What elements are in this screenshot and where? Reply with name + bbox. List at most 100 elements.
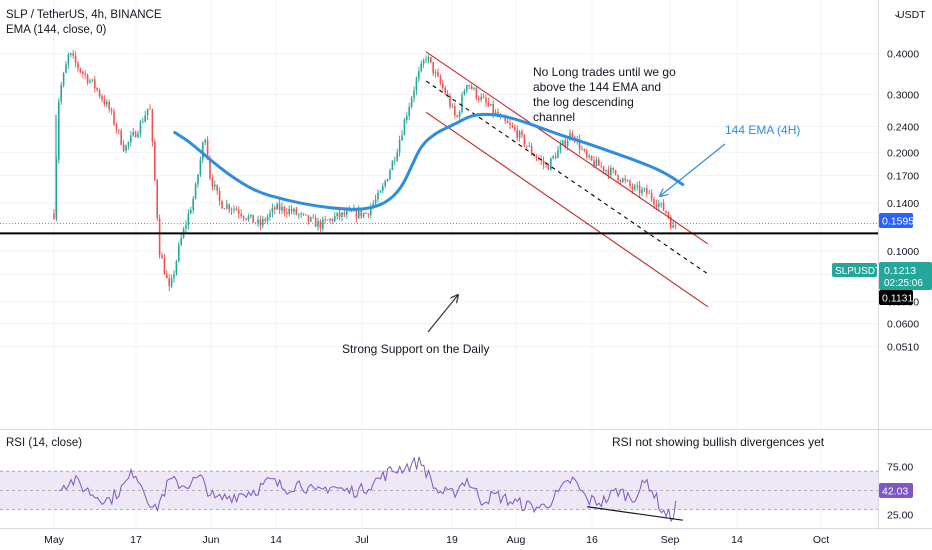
candle-body: [466, 85, 468, 91]
candle-body: [223, 208, 226, 210]
candle-body: [65, 64, 67, 73]
candle-body: [523, 135, 526, 146]
candle-body: [245, 218, 247, 220]
candle-body: [175, 260, 178, 274]
candle-body: [379, 191, 382, 193]
candle-body: [127, 141, 130, 146]
candle-body: [77, 62, 79, 69]
candle-body: [454, 105, 456, 116]
candle-body: [408, 107, 410, 116]
candle-body: [670, 217, 672, 228]
candle-body: [552, 156, 554, 159]
candle-body: [163, 258, 166, 275]
candle-body: [439, 76, 442, 84]
candle-body: [626, 180, 629, 181]
candle-body: [398, 140, 401, 153]
candle-body: [425, 59, 427, 61]
candle-body: [629, 180, 631, 186]
candle-body: [655, 204, 658, 207]
candle-body: [362, 213, 365, 217]
channel-lower-line: [425, 111, 709, 308]
candle-body: [302, 213, 305, 215]
candle-body: [235, 208, 238, 211]
candle-body: [300, 213, 302, 215]
candle-body: [449, 95, 451, 107]
rsi-tick-label: 25.00: [887, 509, 913, 521]
candle-body: [432, 61, 434, 74]
candle-body: [461, 94, 463, 112]
candle-body: [161, 255, 163, 259]
candle-body: [674, 225, 677, 227]
currency-selector[interactable]: ⌄ USDT: [893, 9, 926, 21]
price-pane[interactable]: [0, 0, 878, 428]
candle-body: [266, 216, 269, 221]
candle-body: [144, 115, 146, 122]
candle-body: [360, 209, 362, 217]
candle-body: [252, 214, 254, 223]
candle-body: [89, 80, 91, 83]
bar-countdown: 02:25:06: [884, 278, 923, 289]
candle-body: [230, 209, 233, 211]
candle-body: [103, 99, 106, 105]
note-main: No Long trades until we go above the 144…: [533, 65, 679, 124]
chevron-down-icon: ⌄: [893, 9, 901, 20]
ema-line: [173, 112, 685, 211]
candle-body: [149, 108, 151, 110]
price-axis[interactable]: 0.4000 0.3000 0.2400 0.2000 0.1700 0.1400 0.10…: [887, 49, 919, 354]
candle-body: [658, 203, 660, 207]
candle-body: [370, 207, 372, 215]
candle-body: [578, 138, 581, 150]
candle-body: [610, 168, 612, 176]
candle-body: [238, 210, 240, 214]
time-tick-label: 17: [130, 534, 142, 546]
candle-body: [600, 165, 602, 167]
currency-label: USDT: [897, 9, 926, 21]
rsi-legend: RSI (14, close): [6, 437, 82, 449]
time-tick-label: 16: [586, 534, 598, 546]
symbol-badge-label: SLPUSDT: [835, 266, 881, 277]
symbol-price-badge: SLPUSDT 0.1213 02:25:06: [832, 262, 932, 290]
candle-body: [636, 185, 638, 187]
candle-body: [442, 83, 444, 89]
candle-body: [406, 115, 408, 120]
time-tick-label: Sep: [661, 534, 680, 546]
candle-body: [346, 210, 348, 215]
candle-body: [367, 213, 370, 215]
candle-body: [125, 145, 127, 151]
candle-body: [571, 133, 574, 137]
ema-legend: EMA (144, close, 0): [6, 24, 107, 36]
candle-body: [269, 212, 271, 217]
rsi-tick-label: 75.00: [887, 461, 913, 473]
candle-body: [653, 199, 655, 205]
candle-body: [444, 88, 446, 94]
price-tick-label: 0.4000: [887, 49, 919, 61]
candle-body: [288, 208, 290, 214]
candle-body: [545, 164, 547, 166]
time-axis[interactable]: May 17 Jun 14 Jul 19 Aug 16 Sep 14 Oct: [44, 534, 829, 546]
candle-body: [557, 149, 559, 159]
ema-line-group: [173, 112, 685, 211]
candle-body: [334, 216, 336, 222]
candle-body: [58, 101, 60, 160]
candle-body: [91, 79, 94, 81]
candle-body: [535, 156, 538, 159]
candle-body: [274, 207, 276, 210]
candle-body: [586, 150, 588, 157]
candle-body: [648, 192, 650, 194]
candle-body: [413, 90, 415, 99]
candle-body: [67, 54, 70, 65]
candle-body: [216, 184, 218, 191]
candle-body: [660, 202, 662, 204]
candle-body: [458, 111, 461, 117]
candle-body: [293, 208, 295, 212]
candle-body: [134, 131, 137, 138]
candle-body: [168, 278, 170, 287]
note-main-line: above the 144 EMA and: [533, 80, 661, 94]
candle-body: [485, 97, 487, 103]
candle-body: [427, 57, 430, 60]
candle-body: [564, 140, 566, 147]
descending-channel[interactable]: [425, 51, 709, 308]
candle-body: [173, 273, 175, 279]
candle-body: [283, 206, 286, 213]
